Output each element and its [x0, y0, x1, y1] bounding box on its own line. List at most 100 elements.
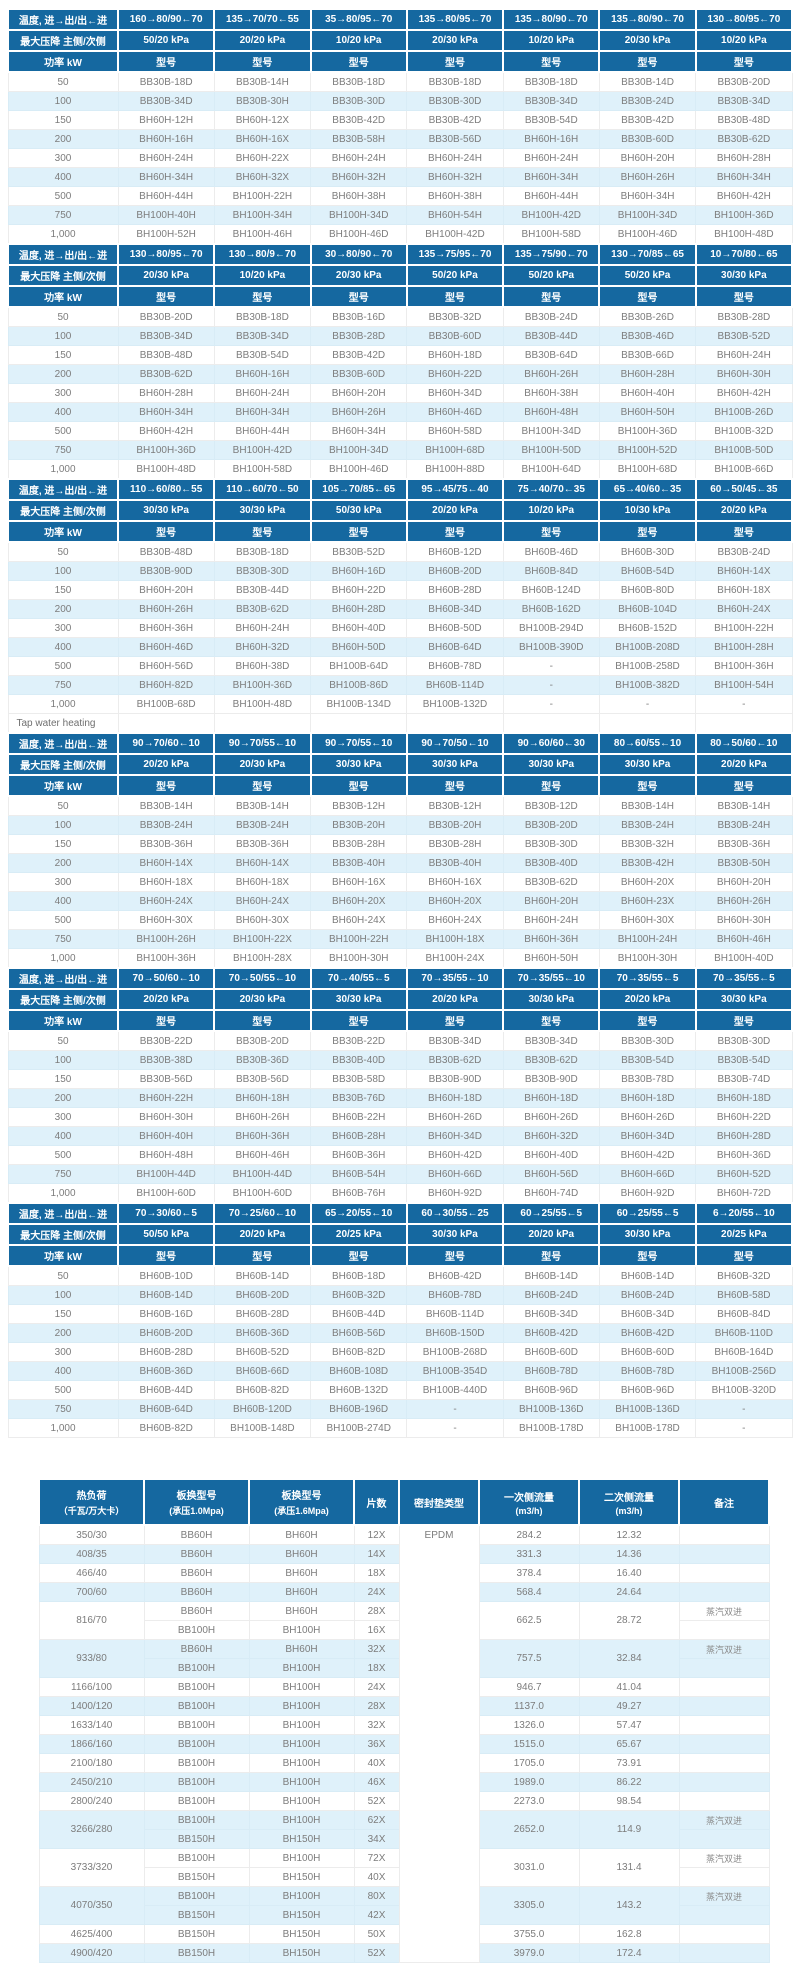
- model-cell: BB30B-16D: [310, 306, 408, 327]
- model-cell: BH60H-40H: [117, 1126, 215, 1146]
- model-cell: BH60B-46D: [502, 541, 600, 562]
- model-header: 型号: [213, 774, 312, 797]
- model-row: 1,000 BH60B-82D BH100B-148D BH100B-274D - BH1…: [7, 1418, 793, 1438]
- temperature-value: 80→60/55←10: [598, 732, 697, 755]
- model-cell: BB30B-76D: [310, 1088, 408, 1108]
- power-value: 750: [7, 440, 119, 460]
- model-16mpa-cell: BH100H: [248, 1677, 355, 1697]
- primary-flow-cell: 1515.0: [478, 1734, 580, 1754]
- model-row: 200 BH60H-16H BH60H-16X BB30B-58H BB30B-56D B…: [7, 129, 793, 149]
- model-cell: BH100H-22H: [695, 618, 793, 638]
- plate-count-cell: 16X: [353, 1620, 400, 1640]
- power-value: 1,000: [7, 224, 119, 245]
- model-cell: BH60H-28H: [117, 383, 215, 403]
- model-cell: BH100H-24H: [598, 929, 697, 949]
- model-cell: BB30B-24H: [598, 815, 697, 835]
- power-value: 400: [7, 1126, 119, 1146]
- heat-load-cell: 2800/240: [38, 1791, 145, 1811]
- model-cell: BH60B-78D: [502, 1361, 600, 1381]
- pressure-value: 50/20 kPa: [405, 264, 505, 287]
- pressure-value: 50/20 kPa: [502, 264, 601, 287]
- temperature-value: 60→50/45←35: [694, 478, 794, 501]
- model-cell: BB30B-66D: [598, 345, 697, 365]
- model-1mpa-cell: BB100H: [143, 1715, 250, 1735]
- model-cell: BH60H-24H: [117, 148, 215, 168]
- model-cell: BH60H-38H: [310, 186, 408, 206]
- power-value: 500: [7, 910, 119, 930]
- pressure-value: 30/30 kPa: [598, 1223, 697, 1246]
- flow-header-cell: 片数: [353, 1478, 400, 1526]
- model-row: 100 BB30B-38D BB30B-36D BB30B-40D BB30B-62D B…: [7, 1050, 793, 1070]
- model-cell: BH60H-26H: [213, 1107, 312, 1127]
- pressure-value: 50/50 kPa: [116, 1223, 216, 1246]
- temperature-value: 130→80/9←70: [213, 243, 312, 266]
- remark-cell: 蒸汽双进: [678, 1848, 770, 1868]
- model-cell: BH60H-34H: [117, 402, 215, 422]
- power-value: 300: [7, 1107, 119, 1127]
- temperature-value: 110→60/80←55: [116, 478, 216, 501]
- power-value: 300: [7, 872, 119, 892]
- model-cell: BH60H-26D: [406, 1107, 504, 1127]
- primary-flow-cell: 757.5: [478, 1639, 580, 1678]
- model-cell: BB30B-78D: [598, 1069, 697, 1089]
- model-cell: BH100B-294D: [502, 618, 600, 638]
- model-cell: BH60B-16D: [117, 1304, 215, 1324]
- model-cell: BB30B-48D: [695, 110, 793, 130]
- model-header-row: 功率 kW 型号 型号 型号 型号 型号 型号 型号: [7, 774, 794, 797]
- model-cell: BH60H-22D: [695, 1107, 793, 1127]
- model-cell: BH60B-114D: [406, 675, 504, 695]
- model-cell: BB30B-30D: [406, 91, 504, 111]
- model-cell: BH60H-16H: [117, 129, 215, 149]
- model-row: 200 BH60H-22H BH60H-18H BB30B-76D BH60H-18D B…: [7, 1088, 793, 1108]
- model-cell: BH100H-48D: [117, 459, 215, 480]
- model-cell: BH60H-26D: [502, 1107, 600, 1127]
- power-value: 400: [7, 167, 119, 187]
- remark-cell: 蒸汽双进: [678, 1601, 770, 1621]
- remark-cell: [678, 1924, 770, 1944]
- flow-header-sub: (m3/h): [515, 1505, 543, 1516]
- model-cell: BH60H-44H: [117, 186, 215, 206]
- model-cell: BH60B-20D: [213, 1285, 312, 1305]
- model-cell: BH100H-44D: [117, 1164, 215, 1184]
- model-cell: BH100B-382D: [598, 675, 697, 695]
- model-cell: BH60B-14D: [502, 1265, 600, 1286]
- temperature-value: 110→60/70←50: [213, 478, 312, 501]
- secondary-flow-cell: 41.04: [578, 1677, 680, 1697]
- primary-flow-cell: 662.5: [478, 1601, 580, 1640]
- model-cell: BH60H-56D: [502, 1164, 600, 1184]
- model-16mpa-cell: BH100H: [248, 1772, 355, 1792]
- remark-cell: [678, 1772, 770, 1792]
- power-value: 1,000: [7, 1418, 119, 1438]
- remark-cell: 蒸汽双进: [678, 1810, 770, 1830]
- model-row: 500 BH60B-44D BH60B-82D BH60B-132D BH100B-44…: [7, 1380, 793, 1400]
- model-1mpa-cell: BB100H: [143, 1677, 250, 1697]
- model-cell: BH60H-22D: [406, 364, 504, 384]
- model-cell: BB30B-20D: [117, 306, 215, 327]
- model-cell: -: [502, 675, 600, 695]
- model-cell: BH60B-36D: [213, 1323, 312, 1343]
- model-cell: BH100H-40H: [117, 205, 215, 225]
- model-cell: BB30B-40H: [310, 853, 408, 873]
- model-cell: BH60H-20H: [117, 580, 215, 600]
- secondary-flow-cell: 73.91: [578, 1753, 680, 1773]
- model-cell: BH60H-32D: [213, 637, 312, 657]
- model-cell: BH60H-24H: [502, 910, 600, 930]
- primary-flow-cell: 284.2: [478, 1524, 580, 1545]
- secondary-flow-cell: 28.72: [578, 1601, 680, 1640]
- model-header: 型号: [309, 1009, 408, 1032]
- model-cell: BH100B-320D: [695, 1380, 793, 1400]
- model-1mpa-cell: BB60H: [143, 1601, 250, 1621]
- flow-row: 2100/180 BB100H BH100H 40X 1705.0 73.91: [38, 1753, 770, 1773]
- plate-count-cell: 24X: [353, 1677, 400, 1697]
- model-row: 50 BH60B-10D BH60B-14D BH60B-18D BH60B-42D BH…: [7, 1265, 793, 1286]
- model-16mpa-cell: BH100H: [248, 1734, 355, 1754]
- model-1mpa-cell: BB150H: [143, 1905, 250, 1925]
- model-cell: BH60H-22H: [117, 1088, 215, 1108]
- model-cell: BB30B-60D: [406, 326, 504, 346]
- model-1mpa-cell: BB100H: [143, 1620, 250, 1640]
- model-cell: BH60B-64D: [117, 1399, 215, 1419]
- flow-header-main: 密封垫类型: [414, 1498, 464, 1510]
- model-cell: BB30B-42H: [598, 853, 697, 873]
- model-header-row: 功率 kW 型号 型号 型号 型号 型号 型号 型号: [7, 1244, 794, 1267]
- temperature-value: 30→80/90←70: [309, 243, 408, 266]
